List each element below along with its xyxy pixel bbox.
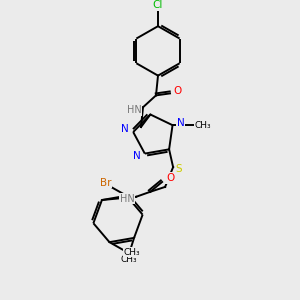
Text: S: S xyxy=(176,164,182,174)
Text: N: N xyxy=(121,124,129,134)
Text: CH₃: CH₃ xyxy=(194,121,211,130)
Text: O: O xyxy=(173,86,181,96)
Text: Cl: Cl xyxy=(153,0,163,11)
Text: N: N xyxy=(133,151,141,160)
Text: O: O xyxy=(166,173,174,183)
Text: HN: HN xyxy=(120,194,134,204)
Text: N: N xyxy=(177,118,184,128)
Text: CH₃: CH₃ xyxy=(121,255,137,264)
Text: HN: HN xyxy=(127,105,141,115)
Text: Br: Br xyxy=(100,178,111,188)
Text: CH₃: CH₃ xyxy=(123,248,140,256)
